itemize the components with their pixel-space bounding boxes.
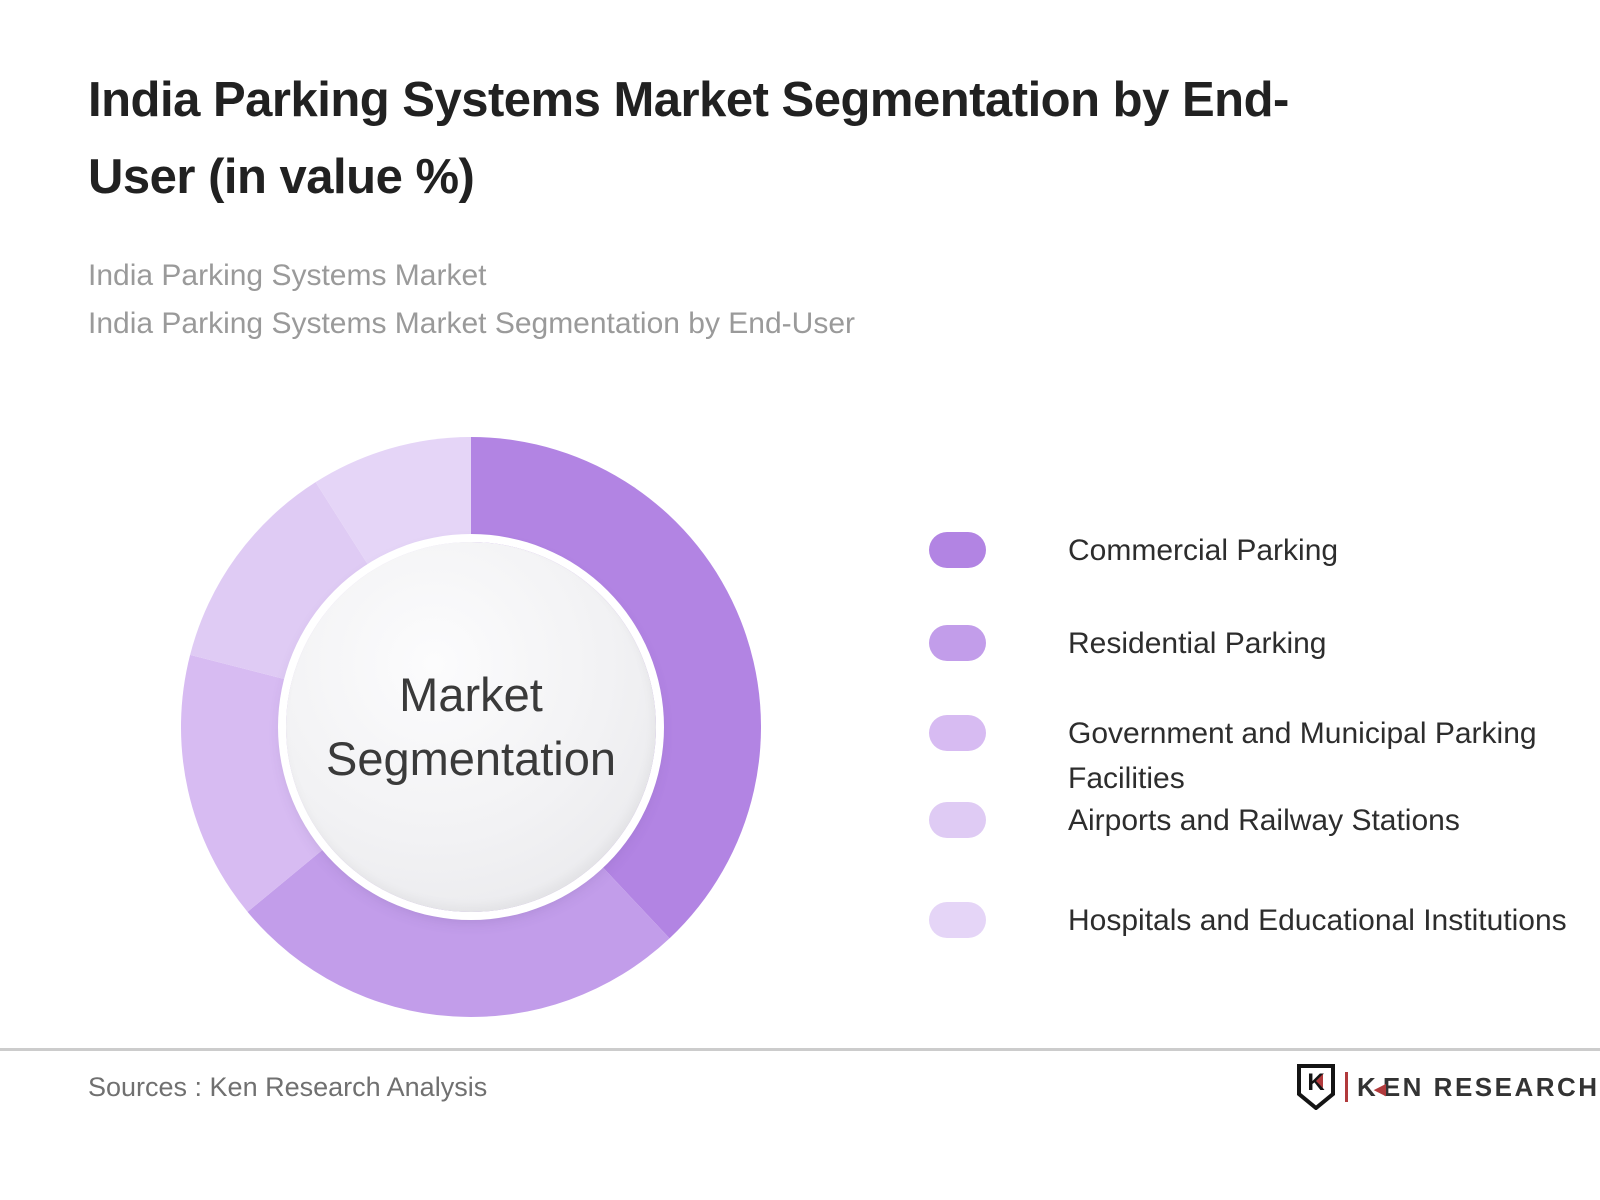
donut-center: Market Segmentation [286, 542, 656, 912]
legend-swatch-hospitals [929, 902, 986, 938]
subtitle-line-2: India Parking Systems Market Segmentatio… [88, 307, 856, 340]
logo-k: K [1357, 1071, 1379, 1102]
page-title: India Parking Systems Market Segmentatio… [88, 73, 1289, 204]
source-note: Sources : Ken Research Analysis [88, 1072, 488, 1102]
legend-label-commercial: Commercial Parking [1068, 534, 1339, 567]
legend-swatch-commercial [929, 532, 986, 568]
footer-divider [0, 1048, 1600, 1051]
legend-label-hospitals: Hospitals and Educational Institutions [1068, 904, 1567, 937]
logo-divider [1345, 1072, 1348, 1102]
donut-center-label-line1: Market [399, 668, 543, 721]
logo-rest: EN RESEARCH [1382, 1071, 1600, 1102]
ken-research-logo: K K◀EN RESEARCH [1296, 1064, 1600, 1110]
legend-swatch-airports [929, 802, 986, 838]
subtitle-line-1: India Parking Systems Market [88, 259, 487, 292]
ken-research-shield-icon: K [1297, 1064, 1335, 1110]
logo-arrow-icon: ◀ [1374, 1080, 1386, 1098]
logo-wordmark: K◀EN RESEARCH [1357, 1072, 1600, 1103]
legend-label-government: Government and Municipal Parking Facilit… [1068, 717, 1537, 795]
legend-swatch-residential [929, 625, 986, 661]
legend-swatch-government [929, 715, 986, 751]
svg-text:K: K [1307, 1069, 1325, 1096]
donut-center-label-line2: Segmentation [325, 732, 617, 785]
chart-subtitle: India Parking Systems Market India Parki… [88, 252, 1288, 348]
legend-label-airports: Airports and Railway Stations [1068, 804, 1460, 837]
legend-label-residential: Residential Parking [1068, 627, 1327, 660]
